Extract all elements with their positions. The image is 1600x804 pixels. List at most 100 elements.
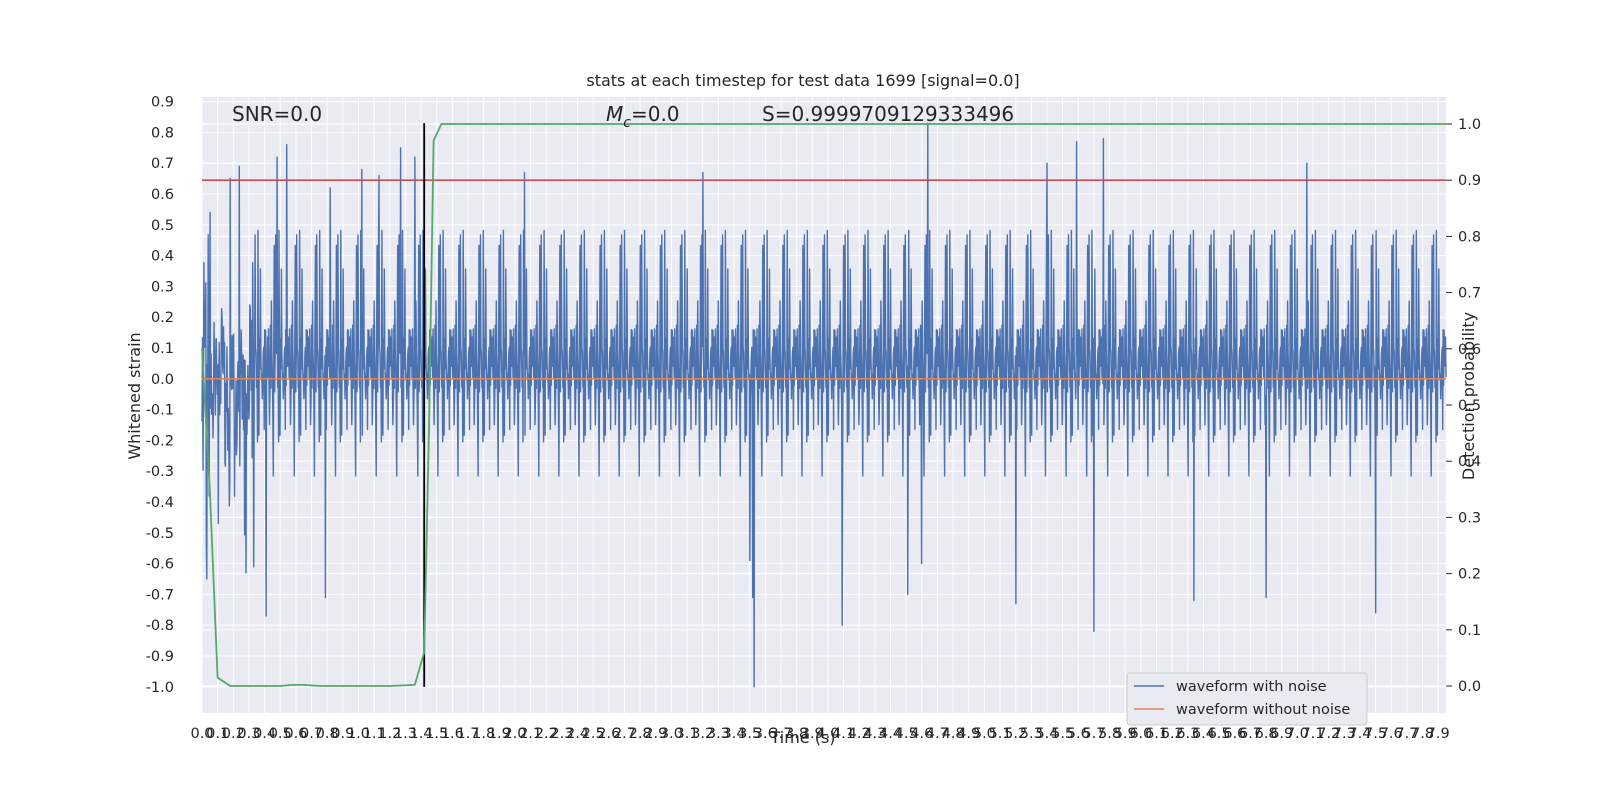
y-tick-label: -0.9 bbox=[146, 649, 174, 665]
x-tick-label: 3.5 bbox=[738, 726, 761, 742]
x-tick-label: 6.4 bbox=[1192, 726, 1215, 742]
x-tick-label: 3.9 bbox=[801, 726, 824, 742]
x-tick-label: 7.8 bbox=[1411, 726, 1434, 742]
x-tick-label: 5.8 bbox=[1098, 726, 1121, 742]
x-tick-label: 7.2 bbox=[1317, 726, 1340, 742]
y-tick-label: 0.0 bbox=[151, 372, 174, 388]
x-tick-label: 1.6 bbox=[441, 726, 464, 742]
y-axis-label: Whitened strain bbox=[125, 332, 144, 459]
y2-tick-label: 0.8 bbox=[1458, 229, 1481, 245]
mc-value: =0.0 bbox=[631, 102, 680, 126]
x-tick-label: 0.5 bbox=[269, 726, 292, 742]
y2-tick-label: 0.9 bbox=[1458, 173, 1481, 189]
x-tick-label: 4.8 bbox=[942, 726, 965, 742]
y-tick-label: 0.7 bbox=[151, 156, 174, 172]
legend: waveform with noise waveform without noi… bbox=[1126, 672, 1368, 726]
series-detection-probability bbox=[201, 123, 1446, 687]
x-tick-label: 5.3 bbox=[1020, 726, 1043, 742]
x-tick-label: 1.1 bbox=[363, 726, 386, 742]
x-tick-label: 2.1 bbox=[519, 726, 542, 742]
x-tick-label: 4.4 bbox=[879, 726, 902, 742]
x-tick-label: 5.1 bbox=[989, 726, 1012, 742]
x-tick-label: 1.8 bbox=[472, 726, 495, 742]
x-tick-label: 1.5 bbox=[425, 726, 448, 742]
x-tick-label: 5.2 bbox=[1004, 726, 1027, 742]
y2-tick-label: 0.5 bbox=[1458, 398, 1481, 414]
y2-tick-label: 0.1 bbox=[1458, 623, 1481, 639]
x-tick-label: 5.0 bbox=[973, 726, 996, 742]
x-tick-label: 6.9 bbox=[1270, 726, 1293, 742]
y2-tick-label: 0.4 bbox=[1458, 454, 1481, 470]
legend-box bbox=[1126, 672, 1368, 726]
x-tick-label: 3.4 bbox=[722, 726, 745, 742]
y2-tick-label: 0.3 bbox=[1458, 510, 1481, 526]
y-tick-label: 0.5 bbox=[151, 218, 174, 234]
x-tick-label: 0.6 bbox=[284, 726, 307, 742]
x-tick-label: 6.8 bbox=[1255, 726, 1278, 742]
y-tick-label: 0.2 bbox=[151, 310, 174, 326]
x-tick-label: 3.1 bbox=[676, 726, 699, 742]
x-tick-label: 2.2 bbox=[535, 726, 558, 742]
x-tick-label: 1.3 bbox=[394, 726, 417, 742]
y2-tick-label: 0.7 bbox=[1458, 286, 1481, 302]
y2-axis-label: Detection probability bbox=[1459, 312, 1478, 480]
x-tick-label: 1.4 bbox=[410, 726, 433, 742]
x-tick-label: 7.7 bbox=[1395, 726, 1418, 742]
x-axis-label: Time (s) bbox=[769, 728, 835, 747]
y-tick-label: -1.0 bbox=[146, 680, 174, 696]
mc-annotation: Mc=0.0 bbox=[606, 102, 680, 131]
x-tick-label: 4.7 bbox=[926, 726, 949, 742]
x-tick-label: 4.9 bbox=[957, 726, 980, 742]
x-tick-label: 0.1 bbox=[206, 726, 229, 742]
x-tick-label: 1.7 bbox=[456, 726, 479, 742]
y-tick-label: 0.6 bbox=[151, 187, 174, 203]
mc-subscript: c bbox=[623, 115, 631, 131]
x-tick-label: 6.7 bbox=[1239, 726, 1262, 742]
y-tick-label: 0.9 bbox=[151, 95, 174, 111]
x-tick-label: 7.6 bbox=[1380, 726, 1403, 742]
x-tick-label: 4.3 bbox=[863, 726, 886, 742]
y-tick-label: -0.7 bbox=[146, 587, 174, 603]
x-tick-label: 0.0 bbox=[190, 726, 213, 742]
x-tick-label: 7.1 bbox=[1301, 726, 1324, 742]
x-tick-label: 1.2 bbox=[378, 726, 401, 742]
x-tick-label: 4.5 bbox=[895, 726, 918, 742]
x-tick-label: 2.9 bbox=[644, 726, 667, 742]
x-tick-label: 7.3 bbox=[1333, 726, 1356, 742]
x-tick-label: 6.5 bbox=[1208, 726, 1231, 742]
x-tick-label: 3.8 bbox=[785, 726, 808, 742]
x-tick-label: 2.7 bbox=[613, 726, 636, 742]
x-tick-label: 4.6 bbox=[910, 726, 933, 742]
x-tick-label: 2.6 bbox=[597, 726, 620, 742]
chart-title: stats at each timestep for test data 169… bbox=[586, 71, 1019, 90]
x-tick-label: 0.2 bbox=[222, 726, 245, 742]
x-tick-label: 2.5 bbox=[582, 726, 605, 742]
x-tick-label: 2.8 bbox=[629, 726, 652, 742]
s-annotation: S=0.9999709129333496 bbox=[762, 102, 1014, 126]
legend-label-noise: waveform with noise bbox=[1176, 679, 1327, 695]
x-tick-label: 7.9 bbox=[1427, 726, 1450, 742]
y-tick-label: -0.5 bbox=[146, 526, 174, 542]
y-tick-label: -0.8 bbox=[146, 618, 174, 634]
y2-tick-label: 0.0 bbox=[1458, 679, 1481, 695]
y-tick-label: -0.6 bbox=[146, 557, 174, 573]
y-tick-label: -0.3 bbox=[146, 464, 174, 480]
x-tick-label: 0.3 bbox=[237, 726, 260, 742]
x-tick-label: 5.9 bbox=[1114, 726, 1137, 742]
x-tick-label: 0.9 bbox=[331, 726, 354, 742]
x-tick-label: 7.0 bbox=[1286, 726, 1309, 742]
y2-tick-label: 0.2 bbox=[1458, 567, 1481, 583]
y-tick-label: -0.1 bbox=[146, 403, 174, 419]
y-tick-label: -0.4 bbox=[146, 495, 174, 511]
y-tick-label: 0.8 bbox=[151, 125, 174, 141]
x-tick-label: 5.5 bbox=[1051, 726, 1074, 742]
x-tick-label: 4.1 bbox=[832, 726, 855, 742]
x-tick-label: 0.8 bbox=[316, 726, 339, 742]
y-tick-label: 0.4 bbox=[151, 249, 174, 265]
x-tick-label: 7.4 bbox=[1348, 726, 1371, 742]
x-tick-label: 3.3 bbox=[707, 726, 730, 742]
x-tick-label: 7.5 bbox=[1364, 726, 1387, 742]
y-tick-label: -0.2 bbox=[146, 433, 174, 449]
x-tick-label: 3.6 bbox=[754, 726, 777, 742]
